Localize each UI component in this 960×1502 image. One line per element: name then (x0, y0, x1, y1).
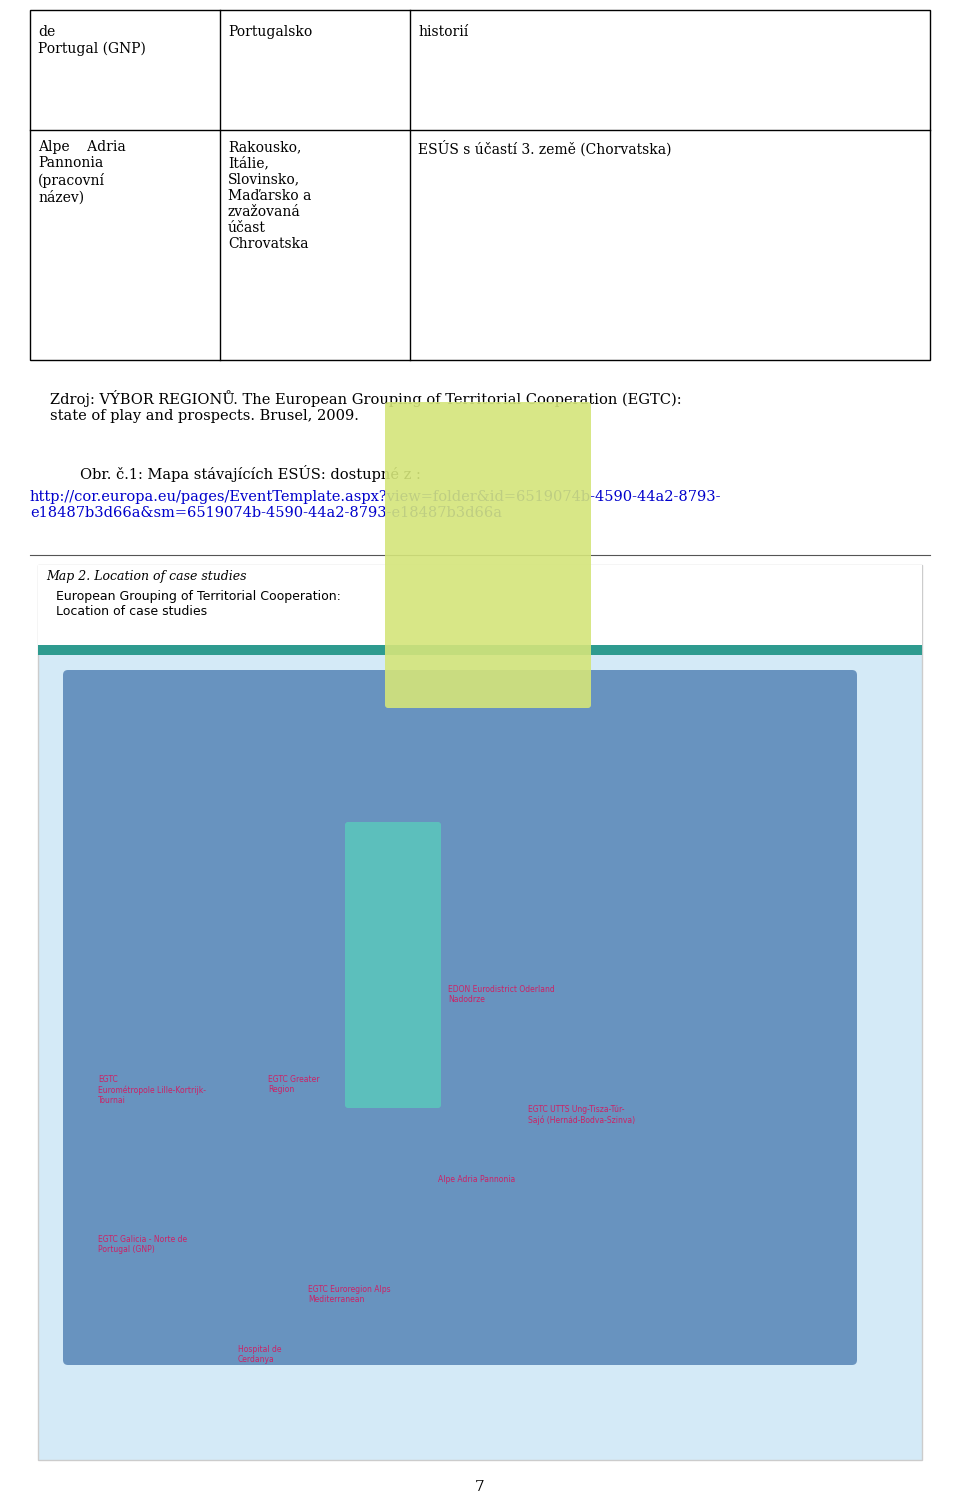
Text: Obr. č.1: Mapa stávajících ESÚS: dostupné z :: Obr. č.1: Mapa stávajících ESÚS: dostupn… (80, 466, 420, 482)
Text: Rakousko,
Itálie,
Slovinsko,
Maďarsko a
zvažovaná
účast
Chrovatska: Rakousko, Itálie, Slovinsko, Maďarsko a … (228, 140, 311, 251)
Text: Alpe Adria Pannonia: Alpe Adria Pannonia (438, 1175, 516, 1184)
Text: Portugalsko: Portugalsko (228, 26, 312, 39)
Bar (38, 565, 922, 1460)
Text: Alpe    Adria
Pannonia
(pracovní
název): Alpe Adria Pannonia (pracovní název) (38, 140, 126, 204)
Text: EDON Eurodistrict Oderland
Nadodrze: EDON Eurodistrict Oderland Nadodrze (448, 985, 555, 1005)
Text: Hospital de
Cerdanya: Hospital de Cerdanya (238, 1344, 281, 1364)
Bar (30, 11, 930, 360)
Text: Map 2. Location of case studies: Map 2. Location of case studies (46, 569, 247, 583)
FancyBboxPatch shape (385, 403, 591, 707)
Text: 7: 7 (475, 1479, 485, 1494)
Text: Zdroj: VÝBOR REGIONŮ. The European Grouping of Territorial Cooperation (EGTC):
s: Zdroj: VÝBOR REGIONŮ. The European Group… (50, 391, 682, 424)
Text: EGTC UTTS Ung-Tisza-Túr-
Sajó (Hernád-Bodva-Szinva): EGTC UTTS Ung-Tisza-Túr- Sajó (Hernád-Bo… (528, 1105, 636, 1125)
FancyBboxPatch shape (345, 822, 441, 1108)
Text: ESÚS s účastí 3. země (Chorvatska): ESÚS s účastí 3. země (Chorvatska) (418, 140, 671, 156)
Text: European Grouping of Territorial Cooperation:
Location of case studies: European Grouping of Territorial Coopera… (56, 590, 341, 617)
Text: EGTC Galicia - Norte de
Portugal (GNP): EGTC Galicia - Norte de Portugal (GNP) (98, 1235, 187, 1254)
Text: http://cor.europa.eu/pages/EventTemplate.aspx?view=folder&id=6519074b-4590-44a2-: http://cor.europa.eu/pages/EventTemplate… (30, 490, 722, 520)
Text: EGTC Euroregion Alps
Mediterranean: EGTC Euroregion Alps Mediterranean (308, 1286, 391, 1304)
Text: de
Portugal (GNP): de Portugal (GNP) (38, 26, 146, 56)
Text: historií: historií (418, 26, 468, 39)
Bar (38, 565, 922, 644)
Text: EGTC
Eurométropole Lille-Kortrijk-
Tournai: EGTC Eurométropole Lille-Kortrijk- Tourn… (98, 1075, 206, 1105)
Bar (38, 644, 922, 655)
Text: EGTC Greater
Region: EGTC Greater Region (268, 1075, 320, 1095)
FancyBboxPatch shape (63, 670, 857, 1365)
